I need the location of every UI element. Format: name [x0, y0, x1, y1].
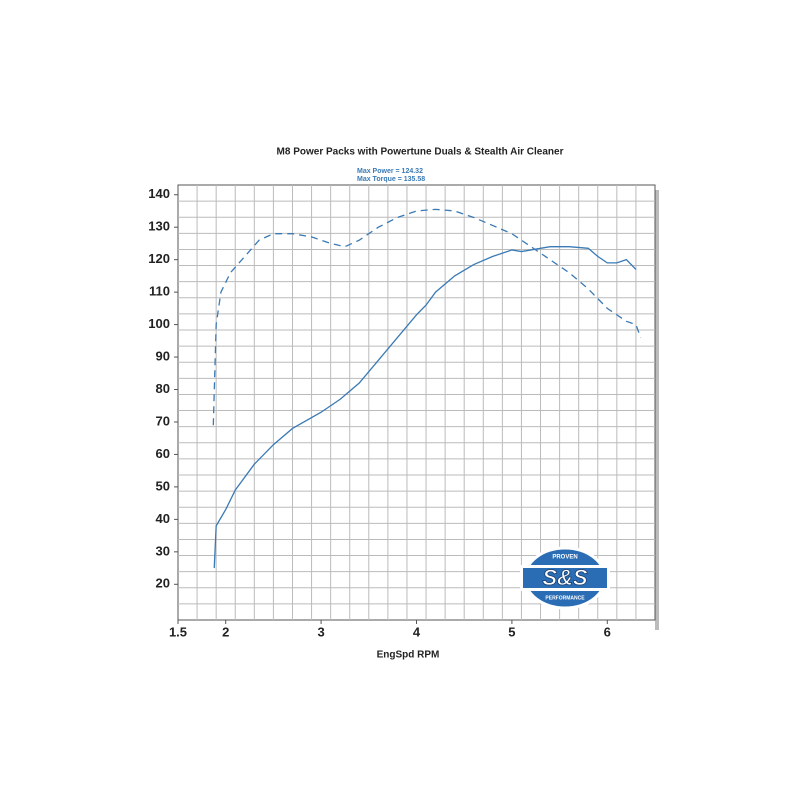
annotation: Max Torque = 135.58: [357, 176, 425, 183]
y-tick-label: 140: [148, 186, 170, 201]
y-tick-label: 70: [156, 413, 170, 428]
logo-bottom: PERFORMANCE: [545, 595, 585, 601]
logo-text: S&S: [542, 565, 588, 590]
y-tick-label: 110: [149, 284, 170, 299]
x-tick-label: 2: [222, 624, 229, 639]
y-tick-label: 50: [156, 478, 170, 493]
x-axis-label: EngSpd RPM: [377, 650, 440, 661]
y-tick-label: 60: [156, 446, 170, 461]
annotation: Max Power = 124.32: [357, 168, 423, 175]
data-line: [213, 246, 637, 569]
logo-band-inner: [523, 568, 607, 588]
x-tick-label: 3: [317, 624, 324, 639]
y-tick-label: 90: [156, 348, 170, 363]
logo-top: PROVEN: [552, 555, 577, 561]
x-tick-label: 4: [413, 624, 421, 639]
y-tick-label: 40: [156, 511, 170, 526]
y-tick-label: 100: [148, 316, 170, 331]
chart-title: M8 Power Packs with Powertune Duals & St…: [277, 147, 564, 158]
frame-shadow: [655, 190, 659, 630]
y-tick-label: 80: [156, 381, 170, 396]
x-tick-label: 6: [604, 624, 611, 639]
y-tick-label: 20: [156, 576, 170, 591]
y-tick-label: 120: [148, 251, 170, 266]
y-tick-label: 30: [156, 543, 170, 558]
x-tick-label: 1.5: [169, 624, 187, 639]
logo: S&S PROVEN PERFORMANCE: [520, 546, 610, 610]
y-tick-label: 130: [148, 219, 170, 234]
x-tick-label: 5: [508, 624, 515, 639]
